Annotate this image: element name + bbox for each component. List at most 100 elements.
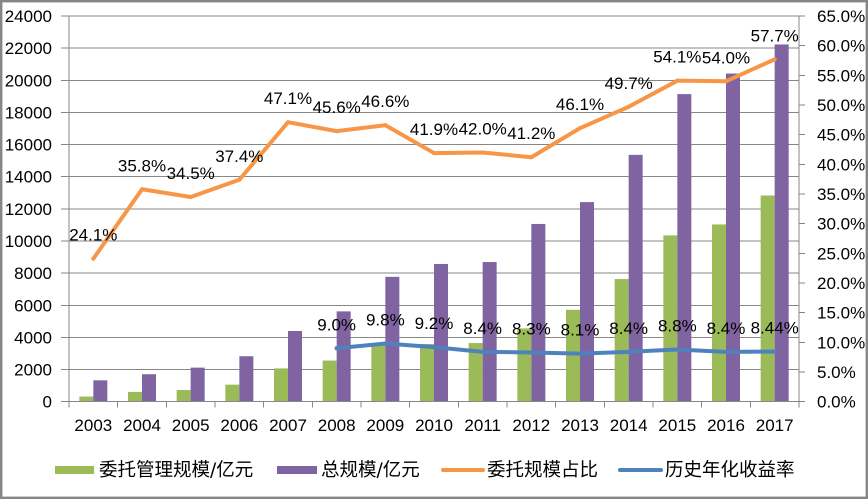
bar-total-scale-2014 — [628, 154, 643, 402]
legend-swatch-entrusted-scale — [55, 466, 94, 474]
x-axis-tick-label-2008: 2008 — [318, 416, 356, 435]
bar-entrusted-scale-2005 — [176, 389, 191, 402]
data-label-entrusted-ratio-2009: 46.6% — [361, 92, 409, 111]
data-label-annualized-return-2010: 9.2% — [415, 314, 454, 333]
data-label-annualized-return-2015: 8.8% — [658, 316, 697, 335]
right-axis-tick-label-55: 55.0% — [817, 66, 865, 85]
point-entrusted-ratio-2014 — [626, 104, 631, 109]
bar-total-scale-2006 — [239, 356, 254, 402]
point-annualized-return-2013 — [578, 351, 582, 356]
x-axis-tick-label-2004: 2004 — [123, 416, 161, 435]
right-axis-tick-label-35: 35.0% — [817, 185, 865, 204]
bar-entrusted-scale-2013 — [566, 309, 580, 402]
point-annualized-return-2016 — [724, 349, 728, 354]
bar-entrusted-scale-2004 — [128, 391, 142, 402]
data-labels: 24.1% 35.8% 34.5%37.4% 47.1% 45.6% 46.6%41.9%… — [69, 26, 799, 339]
right-axis-tick-label-60: 60.0% — [817, 37, 865, 56]
bar-total-scale-2016 — [726, 73, 740, 402]
data-label-entrusted-ratio-2014: 49.7% — [605, 74, 653, 93]
series-line-annualized-return — [334, 341, 777, 356]
bar-total-scale-2010 — [434, 263, 448, 402]
x-axis-tick-label-2006: 2006 — [220, 416, 258, 435]
bar-entrusted-scale-2016 — [712, 224, 726, 402]
left-axis-tick-label-0: 0 — [43, 393, 52, 412]
legend-item-entrusted-scale: 委托管理规模/亿元 — [55, 460, 253, 481]
bar-entrusted-scale-2009 — [371, 343, 386, 402]
line-series — [91, 57, 777, 356]
bar-total-scale-2007 — [288, 330, 302, 402]
legend-swatch-total-scale — [277, 466, 317, 474]
x-axis-tick-label-2009: 2009 — [366, 416, 404, 435]
point-entrusted-ratio-2010 — [432, 151, 436, 156]
point-annualized-return-2014 — [626, 349, 631, 354]
point-entrusted-ratio-2004 — [140, 187, 144, 192]
data-label-annualized-return-2009: 9.8% — [366, 311, 405, 330]
x-axis-tick-label-2010: 2010 — [415, 416, 453, 435]
point-entrusted-ratio-2012 — [529, 155, 534, 160]
left-axis-tick-label-18000: 18000 — [5, 103, 52, 122]
bar-entrusted-scale-2006 — [225, 384, 240, 402]
bar-total-scale-2005 — [190, 367, 205, 402]
data-label-annualized-return-2013: 8.1% — [561, 321, 600, 340]
data-label-annualized-return-2008: 9.0% — [317, 315, 356, 334]
right-axis-tick-label-50: 50.0% — [817, 96, 865, 115]
x-axis-tick-label-2007: 2007 — [269, 416, 307, 435]
bar-entrusted-scale-2015 — [663, 235, 678, 402]
x-axis-tick-label-2003: 2003 — [74, 416, 112, 435]
point-entrusted-ratio-2013 — [578, 126, 582, 131]
left-axis-tick-label-10000: 10000 — [5, 232, 52, 251]
data-label-annualized-return-2017: 8.44% — [751, 319, 799, 338]
right-axis-tick-label-30: 30.0% — [817, 215, 865, 234]
right-axis-tick-label-45: 45.0% — [817, 126, 865, 145]
data-label-entrusted-ratio-2007: 47.1% — [264, 89, 312, 108]
right-axis-tick-label-20: 20.0% — [817, 274, 865, 293]
legend-label-annualized-return: 历史年化收益率 — [665, 460, 795, 481]
data-label-entrusted-ratio-2011: 42.0% — [459, 119, 507, 138]
data-label-annualized-return-2016: 8.4% — [707, 319, 746, 338]
data-label-entrusted-ratio-2015: 54.1% — [653, 48, 701, 67]
data-label-entrusted-ratio-2006: 37.4% — [215, 147, 263, 166]
bar-total-scale-2015 — [677, 94, 692, 402]
point-annualized-return-2010 — [432, 345, 436, 350]
right-axis-tick-label-25: 25.0% — [817, 244, 865, 263]
data-label-entrusted-ratio-2016: 54.0% — [702, 48, 750, 67]
legend: 委托管理规模/亿元 总规模/亿元 委托规模占比 历史年化收益率 — [55, 460, 795, 481]
bar-entrusted-scale-2014 — [614, 279, 629, 402]
right-axis-tick-label-15: 15.0% — [817, 304, 865, 323]
point-entrusted-ratio-2011 — [480, 150, 485, 155]
left-axis-tick-label-4000: 4000 — [14, 328, 52, 347]
bar-entrusted-scale-2011 — [468, 343, 483, 402]
point-annualized-return-2015 — [675, 347, 680, 352]
left-axis-tick-label-16000: 16000 — [5, 136, 52, 155]
left-axis-tick-label-24000: 24000 — [5, 7, 52, 26]
bar-total-scale-2012 — [531, 223, 546, 402]
point-entrusted-ratio-2017 — [772, 57, 777, 62]
data-label-annualized-return-2014: 8.4% — [609, 319, 648, 338]
left-axis-tick-label-22000: 22000 — [5, 39, 52, 58]
point-annualized-return-2017 — [772, 349, 777, 354]
legend-label-total-scale: 总规模/亿元 — [321, 460, 420, 481]
right-axis-tick-label-5: 5.0% — [817, 363, 856, 382]
x-axis-tick-label-2012: 2012 — [512, 416, 550, 435]
legend-label-entrusted-scale: 委托管理规模/亿元 — [99, 460, 253, 481]
point-entrusted-ratio-2007 — [286, 120, 290, 125]
bar-total-scale-2003 — [93, 380, 108, 402]
point-entrusted-ratio-2003 — [91, 256, 96, 261]
data-label-annualized-return-2011: 8.4% — [463, 319, 502, 338]
left-axis-tick-label-14000: 14000 — [5, 168, 52, 187]
left-axis-tick-label-6000: 6000 — [14, 296, 52, 315]
point-entrusted-ratio-2009 — [383, 123, 388, 128]
bar-entrusted-scale-2012 — [517, 328, 532, 402]
bar-series — [79, 44, 789, 402]
bar-total-scale-2017 — [774, 44, 789, 402]
point-entrusted-ratio-2006 — [237, 177, 242, 182]
axes: 0 2000 4000 6000 8000 10000 12000 14000 16000 180… — [5, 7, 865, 435]
left-axis-tick-label-2000: 2000 — [14, 361, 52, 380]
x-axis-tick-label-2016: 2016 — [707, 416, 745, 435]
x-axis-tick-label-2014: 2014 — [610, 416, 648, 435]
bar-entrusted-scale-2008 — [322, 360, 337, 402]
data-label-entrusted-ratio-2003: 24.1% — [69, 226, 117, 245]
point-entrusted-ratio-2015 — [675, 78, 680, 83]
point-entrusted-ratio-2005 — [188, 194, 193, 199]
bar-total-scale-2004 — [142, 374, 156, 402]
